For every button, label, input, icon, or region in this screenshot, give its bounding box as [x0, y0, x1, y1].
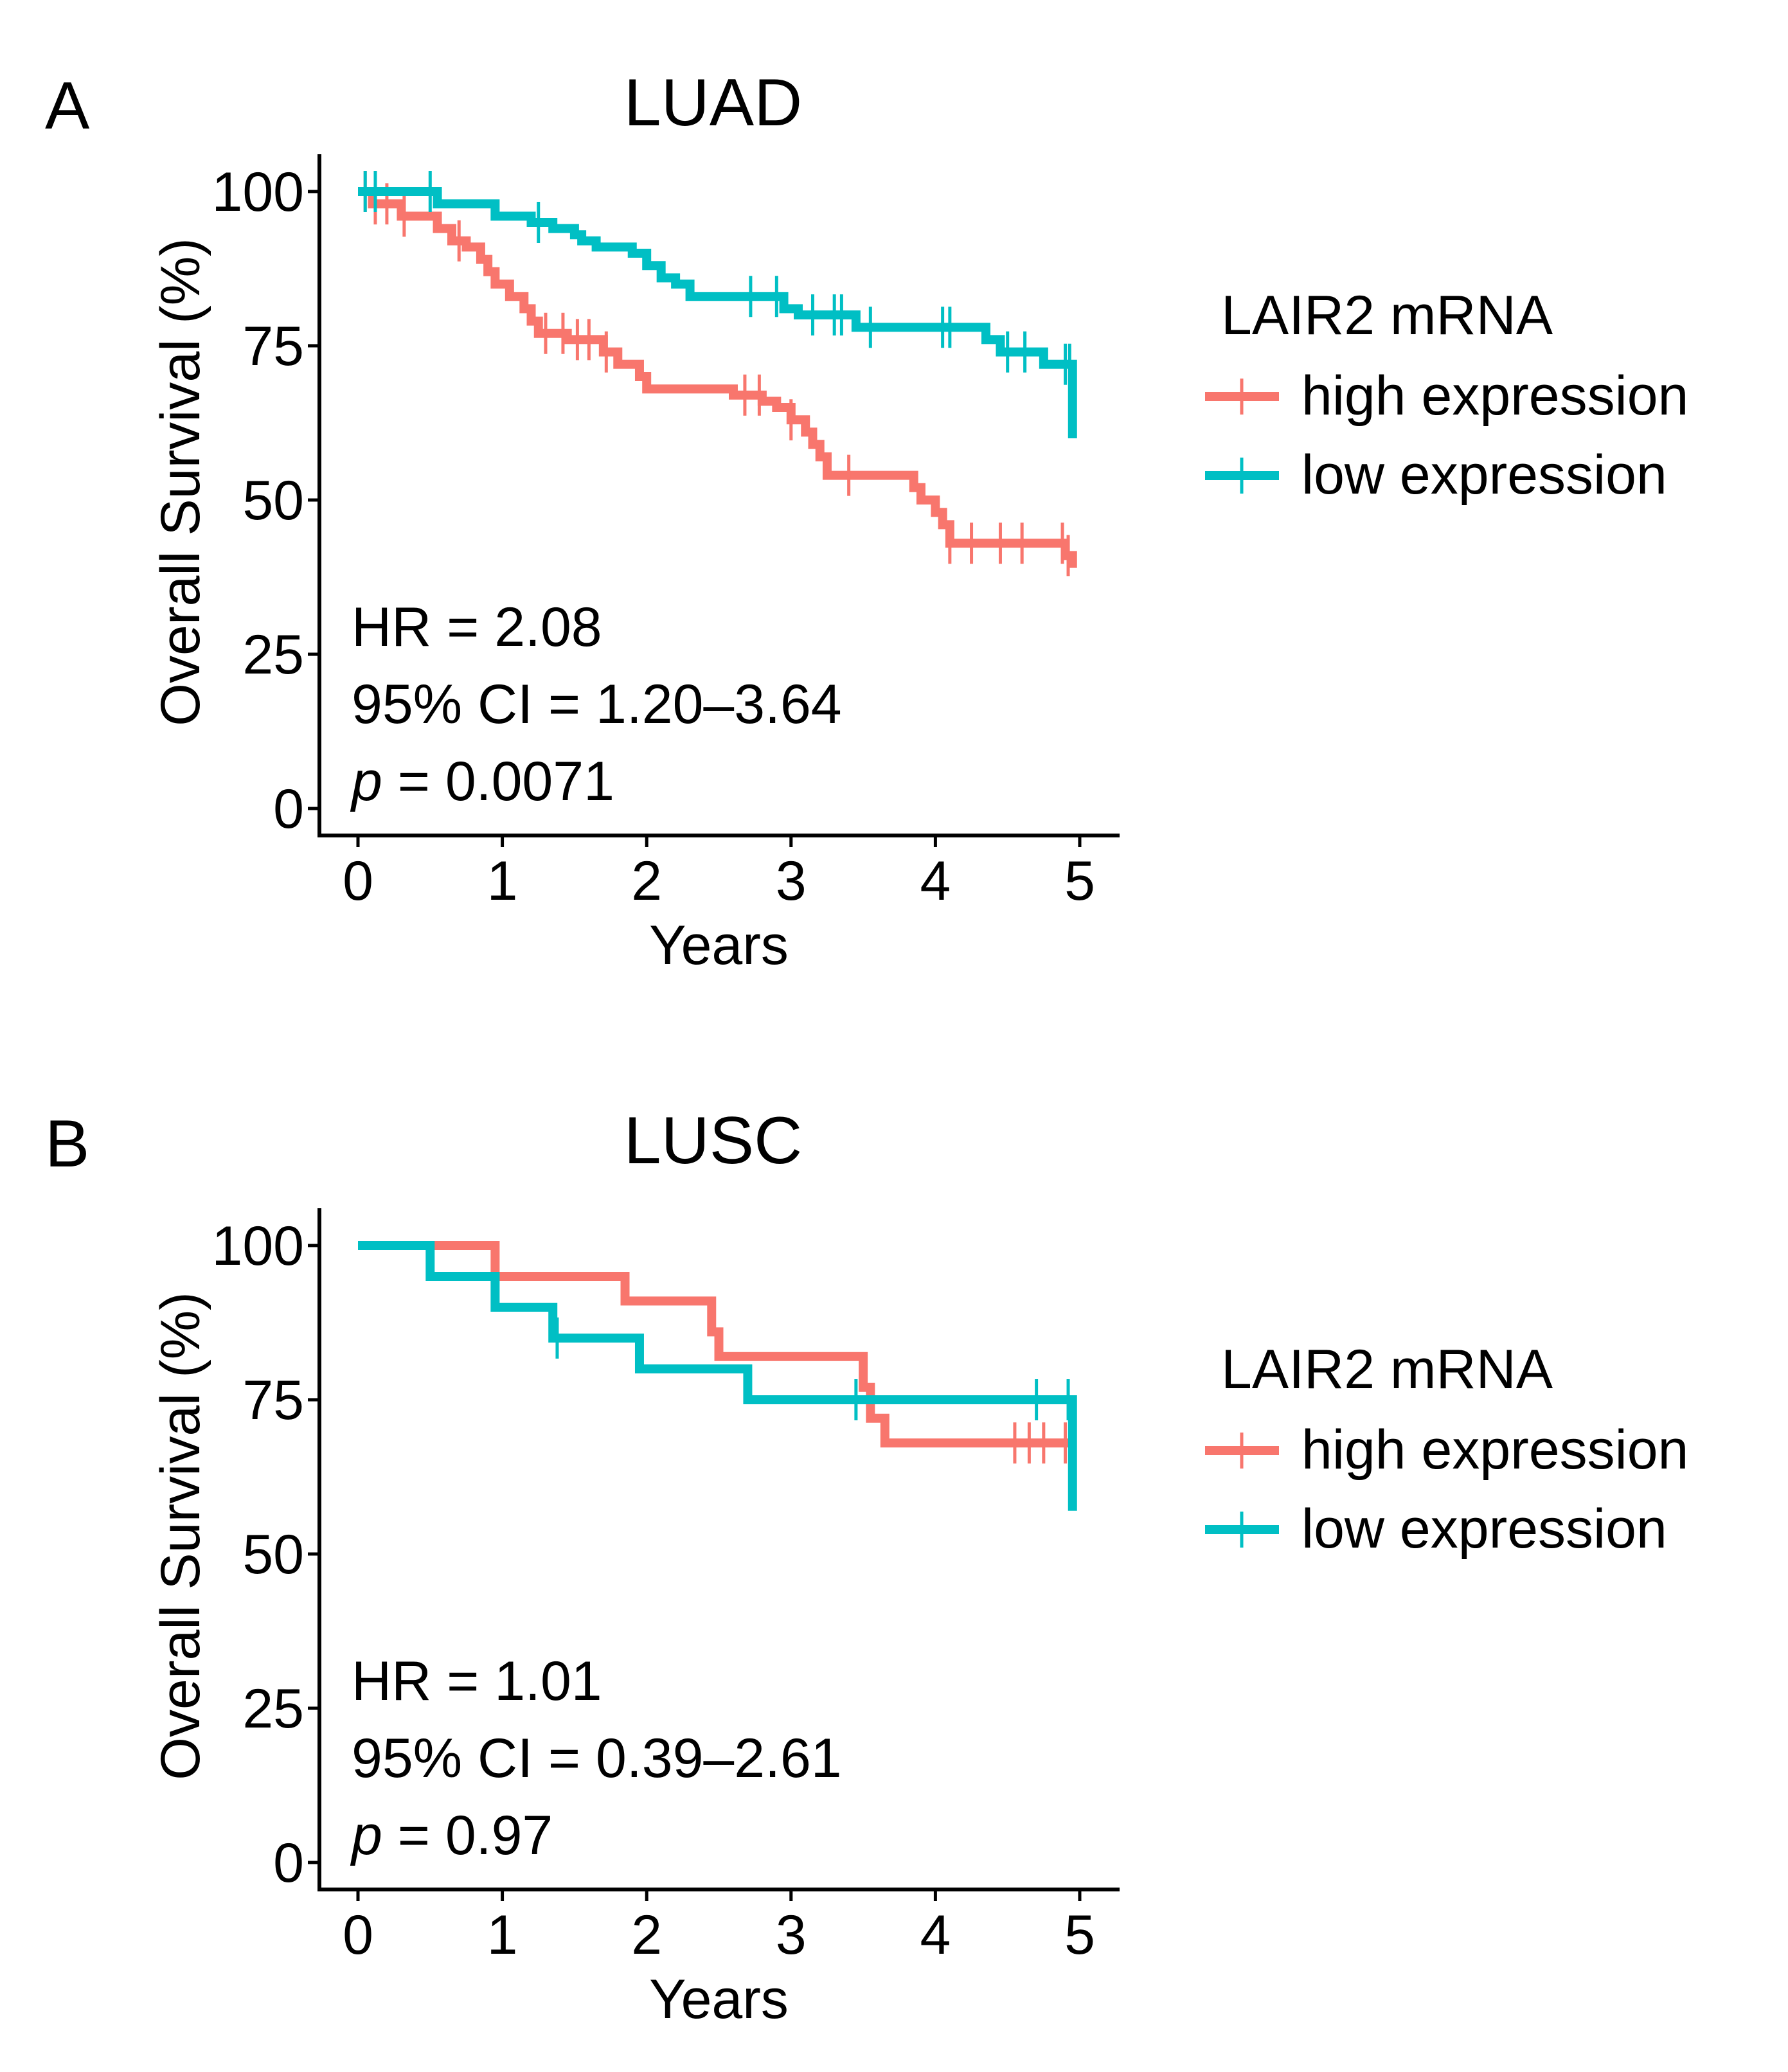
- legend-title: LAIR2 mRNA: [1221, 1339, 1553, 1400]
- x-tick-label: 3: [776, 850, 807, 912]
- survival-curve-high-expression: [358, 187, 1077, 568]
- x-tick-label: 5: [1064, 1904, 1095, 1966]
- survival-curve-low-expression: [358, 1241, 1077, 1511]
- x-tick-label: 2: [631, 1904, 662, 1966]
- x-tick-label: 4: [920, 850, 951, 912]
- confidence-interval: 95% CI = 1.20–3.64: [352, 674, 842, 735]
- x-tick-label: 4: [920, 1904, 951, 1966]
- survival-curve-high-expression: [358, 1241, 1073, 1448]
- legend-label: low expression: [1301, 1498, 1667, 1560]
- p-value-number: = 0.0071: [382, 751, 614, 812]
- x-tick-label: 1: [487, 850, 518, 912]
- y-tick-label: 100: [212, 1215, 305, 1277]
- x-axis-label: Years: [649, 915, 789, 976]
- y-axis-label: Overall Survival (%): [150, 1292, 211, 1780]
- x-tick-label: 5: [1064, 850, 1095, 912]
- legend: LAIR2 mRNA high expression low expression: [1205, 285, 1688, 506]
- legend-label: high expression: [1301, 1419, 1688, 1481]
- survival-curve-low-expression: [358, 187, 1077, 438]
- x-tick-label: 2: [631, 850, 662, 912]
- y-tick-label: 100: [212, 161, 305, 223]
- y-tick-label: 75: [242, 1370, 304, 1431]
- y-tick-label: 75: [242, 316, 304, 377]
- y-tick-label: 50: [242, 470, 304, 531]
- legend-label: low expression: [1301, 444, 1667, 506]
- legend-label: high expression: [1301, 365, 1688, 427]
- hazard-ratio: HR = 1.01: [352, 1650, 602, 1712]
- p-symbol: p: [350, 751, 382, 812]
- panel-a: A LUAD 0 25 50 75 100 0 1 2 3 4 5 Years Overall Surviv…: [45, 66, 1688, 976]
- p-symbol: p: [350, 1805, 382, 1866]
- hazard-ratio: HR = 2.08: [352, 596, 602, 658]
- panel-letter: A: [45, 69, 90, 143]
- y-tick-label: 25: [242, 1678, 304, 1740]
- legend: LAIR2 mRNA high expression low expression: [1205, 1339, 1688, 1560]
- x-tick-label: 3: [776, 1904, 807, 1966]
- p-value: p = 0.97: [350, 1805, 553, 1866]
- y-tick-label: 25: [242, 624, 304, 686]
- x-tick-label: 0: [343, 850, 373, 912]
- x-axis-label: Years: [649, 1969, 789, 2030]
- x-tick-label: 1: [487, 1904, 518, 1966]
- legend-title: LAIR2 mRNA: [1221, 285, 1553, 346]
- chart-title: LUAD: [624, 66, 802, 140]
- y-tick-label: 0: [273, 778, 304, 840]
- x-tick-label: 0: [343, 1904, 373, 1966]
- panel-letter: B: [45, 1107, 89, 1181]
- p-value: p = 0.0071: [350, 751, 614, 812]
- p-value-number: = 0.97: [382, 1805, 553, 1866]
- chart-title: LUSC: [624, 1103, 802, 1178]
- y-axis-label: Overall Survival (%): [150, 238, 211, 726]
- y-tick-label: 50: [242, 1524, 304, 1585]
- panel-b: B LUSC 0 25 50 75 100 0 1 2 3 4 5 Years Overall Surviv…: [45, 1103, 1688, 2030]
- y-tick-label: 0: [273, 1832, 304, 1894]
- confidence-interval: 95% CI = 0.39–2.61: [352, 1728, 842, 1789]
